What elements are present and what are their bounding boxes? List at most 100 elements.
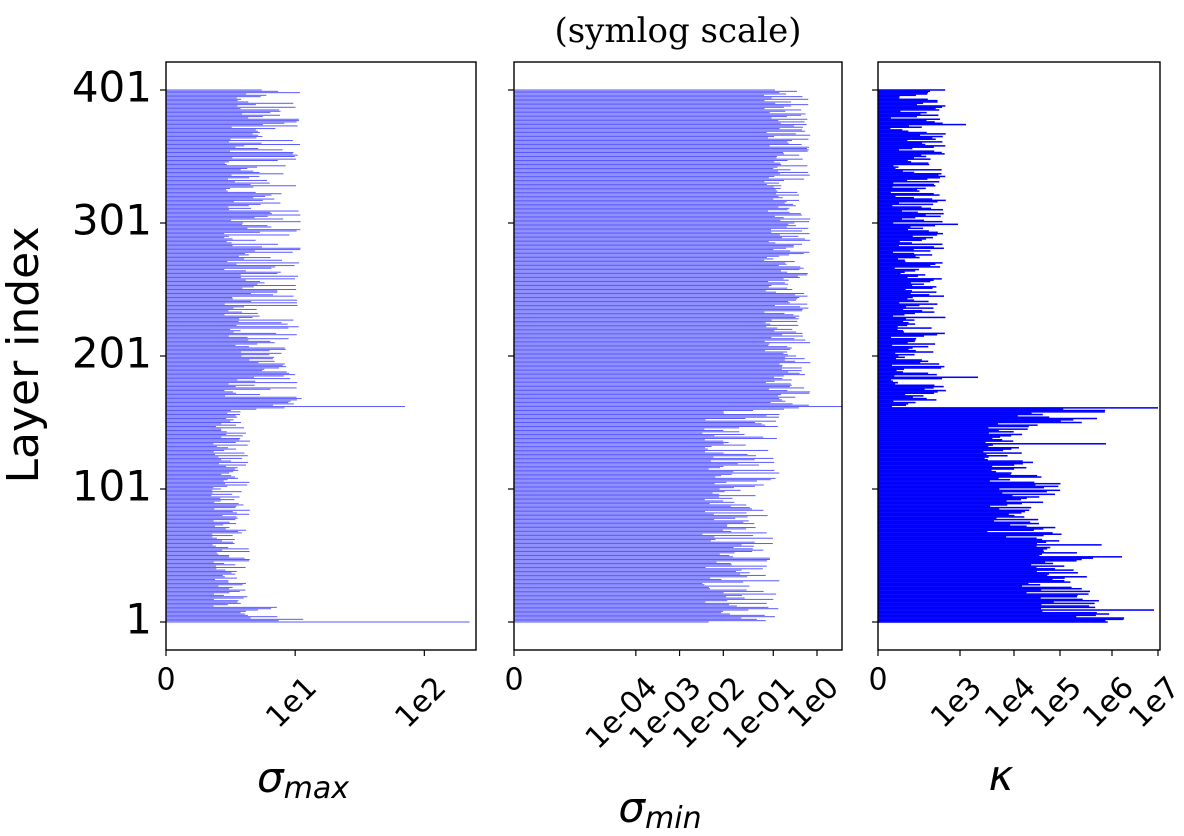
bar — [878, 526, 1056, 529]
bar — [878, 448, 1012, 450]
bar — [514, 614, 765, 616]
bar — [166, 343, 258, 345]
bar — [166, 565, 216, 567]
bar — [878, 365, 945, 368]
bar — [878, 566, 1037, 569]
bar — [166, 471, 234, 473]
bar — [878, 173, 942, 175]
bar — [878, 413, 1043, 416]
bar — [878, 428, 1028, 430]
bar — [514, 175, 775, 177]
bar — [514, 100, 765, 102]
bar — [878, 461, 1034, 464]
bar — [166, 114, 280, 116]
bar — [878, 534, 1044, 537]
bar — [514, 445, 712, 447]
bar — [514, 485, 755, 487]
bar — [514, 138, 809, 140]
bar — [166, 428, 222, 430]
bar — [878, 200, 938, 203]
bar — [166, 407, 285, 409]
bar — [514, 254, 789, 256]
bar — [878, 458, 988, 461]
bar — [514, 199, 799, 201]
bar — [166, 303, 225, 305]
x-tick-label: 1e7 — [1122, 670, 1184, 735]
bar — [166, 580, 229, 582]
bar — [514, 489, 741, 491]
bar — [878, 271, 905, 273]
bar — [166, 561, 214, 563]
bar — [166, 597, 244, 599]
bar — [166, 246, 262, 248]
bar — [878, 113, 921, 115]
bar — [166, 480, 224, 482]
bar — [514, 198, 774, 200]
bar — [878, 339, 916, 341]
bar — [878, 498, 1022, 501]
bar — [878, 404, 906, 406]
bar — [514, 408, 784, 410]
bar — [166, 354, 270, 356]
bar — [514, 311, 765, 313]
bar — [514, 328, 793, 330]
bar — [166, 213, 272, 215]
bar — [166, 340, 271, 342]
bar — [166, 404, 274, 406]
bar — [878, 595, 1077, 598]
bar — [878, 91, 929, 94]
bar — [878, 270, 916, 272]
bar — [514, 207, 790, 209]
bar — [166, 251, 293, 253]
bar — [166, 334, 297, 336]
bar — [166, 145, 245, 147]
bar — [878, 405, 892, 408]
bar — [878, 299, 915, 301]
bar — [514, 453, 748, 455]
bar — [166, 444, 248, 446]
bar — [878, 190, 920, 192]
bar — [514, 493, 720, 495]
bar — [166, 507, 236, 509]
bar — [878, 130, 909, 132]
bar — [878, 372, 929, 375]
x-axis-label: κ — [989, 751, 1014, 800]
bar — [166, 384, 255, 386]
bar — [514, 602, 767, 604]
bar — [878, 383, 896, 385]
bar — [166, 120, 299, 122]
bar — [878, 127, 891, 130]
bar — [166, 612, 241, 614]
bar — [166, 304, 298, 306]
bar — [878, 509, 1030, 512]
bar — [514, 455, 757, 457]
bar — [514, 302, 790, 304]
bar — [166, 206, 229, 208]
bar — [166, 157, 233, 159]
bar — [166, 578, 216, 580]
bar — [166, 199, 263, 201]
bar — [166, 524, 224, 526]
bar — [166, 497, 221, 499]
bar — [878, 470, 997, 473]
bar — [166, 586, 233, 588]
bar — [166, 523, 237, 525]
bar — [166, 258, 244, 260]
bar — [514, 267, 804, 269]
bar — [514, 483, 715, 485]
bar — [166, 447, 229, 449]
bar — [878, 296, 913, 299]
bar — [878, 445, 989, 448]
bar — [878, 554, 1040, 557]
bar — [878, 215, 941, 218]
bar — [878, 90, 931, 93]
bar — [878, 433, 1023, 436]
bar — [166, 300, 252, 302]
bar — [166, 601, 238, 603]
bar — [514, 177, 769, 179]
bar — [878, 389, 946, 392]
bar — [878, 431, 1014, 433]
bar — [878, 599, 1099, 602]
bar — [166, 327, 289, 329]
plot-frame — [877, 61, 1161, 651]
